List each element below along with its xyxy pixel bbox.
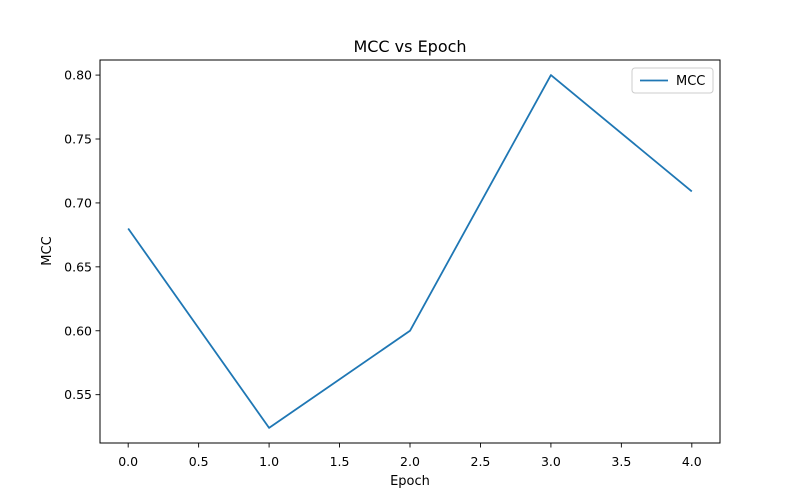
chart-title: MCC vs Epoch bbox=[353, 37, 466, 56]
y-axis-label: MCC bbox=[40, 236, 55, 265]
x-tick-label-5: 2.5 bbox=[471, 454, 491, 469]
x-tick-label-1: 0.5 bbox=[189, 454, 209, 469]
y-tick-label-3: 0.70 bbox=[64, 195, 92, 210]
y-tick-label-5: 0.80 bbox=[64, 68, 92, 83]
x-tick-label-0: 0.0 bbox=[118, 454, 138, 469]
y-tick-label-1: 0.60 bbox=[64, 323, 92, 338]
legend: MCC bbox=[631, 67, 714, 94]
chart-marks: 0.0 0.5 1.0 1.5 2.0 2.5 3.0 3.5 4.0 0.55 0.60 0.65 0… bbox=[64, 68, 702, 469]
plot-frame bbox=[99, 59, 721, 444]
y-tick-label-4: 0.75 bbox=[64, 132, 92, 147]
x-tick-label-7: 3.5 bbox=[611, 454, 631, 469]
x-tick-label-6: 3.0 bbox=[541, 454, 561, 469]
x-tick-label-3: 1.5 bbox=[330, 454, 350, 469]
series-line-mcc bbox=[127, 74, 693, 429]
y-tick-label-2: 0.65 bbox=[64, 259, 92, 274]
y-tick-label-0: 0.55 bbox=[64, 387, 92, 402]
legend-frame bbox=[631, 67, 714, 94]
x-tick-label-2: 1.0 bbox=[259, 454, 279, 469]
x-tick-label-4: 2.0 bbox=[400, 454, 420, 469]
plot-area bbox=[100, 60, 720, 443]
x-axis-label: Epoch bbox=[390, 474, 430, 489]
legend-label-mcc: MCC bbox=[676, 74, 705, 89]
x-tick-label-8: 4.0 bbox=[682, 454, 702, 469]
